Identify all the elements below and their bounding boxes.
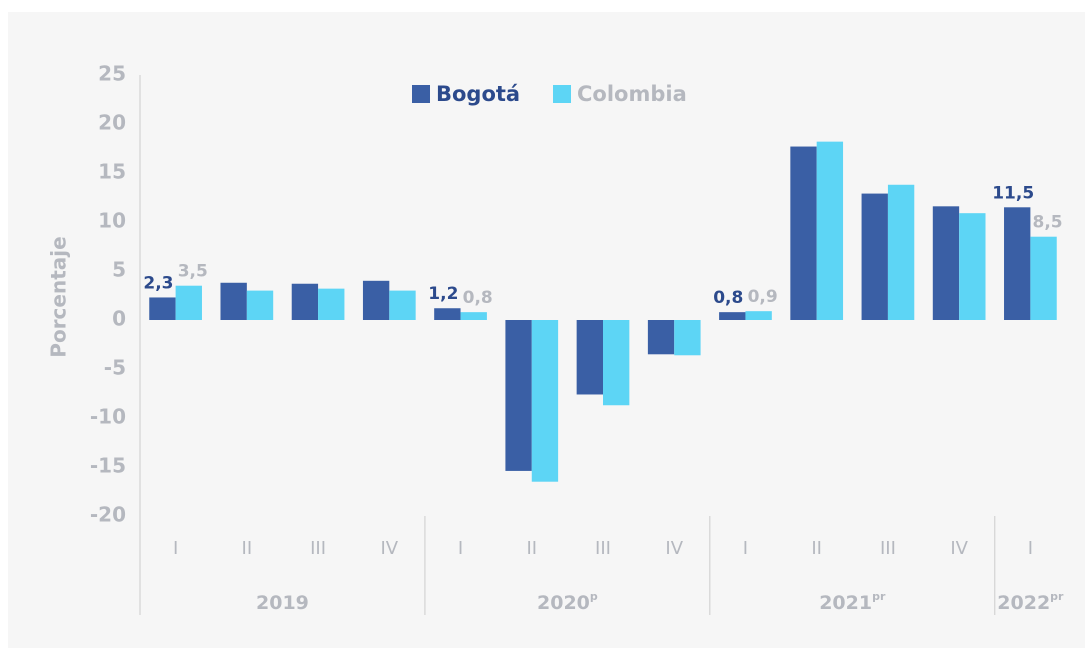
group-label: 2021pr	[819, 590, 886, 614]
group-label: 2020p	[537, 590, 598, 614]
y-tick-label: -5	[104, 356, 126, 380]
x-tick-label: IV	[665, 538, 683, 559]
legend-swatch	[553, 85, 571, 103]
x-tick-label: IV	[380, 538, 398, 559]
bar	[362, 280, 390, 320]
y-tick-label: -10	[90, 405, 126, 429]
data-label: 8,5	[1032, 213, 1062, 233]
bar	[434, 308, 461, 320]
bar	[745, 311, 772, 320]
group-year: 2022	[997, 592, 1050, 614]
y-axis-title: Porcentaje	[47, 236, 71, 357]
data-label: 0,9	[748, 287, 778, 307]
bar	[1004, 207, 1031, 320]
bar	[576, 320, 603, 395]
y-tick-label: 10	[98, 209, 126, 233]
group-year: 2021	[819, 592, 872, 614]
data-label: 0,8	[713, 288, 743, 308]
legend-swatch	[412, 85, 430, 103]
x-tick-label: I	[743, 538, 748, 559]
bar	[246, 290, 274, 320]
y-tick-label: 25	[98, 62, 126, 86]
group-sup: p	[590, 590, 598, 603]
bar	[318, 288, 345, 320]
x-tick-label: I	[173, 538, 178, 559]
bar	[932, 206, 960, 320]
bar	[790, 146, 817, 320]
bar	[389, 290, 416, 320]
group-sup: pr	[1050, 590, 1064, 603]
bar	[291, 283, 319, 320]
y-tick-label: 0	[112, 307, 126, 331]
group-year: 2020	[537, 592, 590, 614]
legend-label: Bogotá	[436, 82, 520, 106]
bar	[887, 184, 915, 320]
group-sup: pr	[872, 590, 886, 603]
y-tick-label: 20	[98, 111, 126, 135]
group-label: 2022pr	[997, 590, 1064, 614]
x-tick-label: I	[1028, 538, 1033, 559]
x-tick-label: I	[458, 538, 463, 559]
data-label: 3,5	[178, 262, 208, 282]
x-tick-label: II	[242, 538, 253, 559]
bar	[531, 320, 559, 482]
x-tick-label: III	[880, 538, 896, 559]
x-tick-label: III	[595, 538, 611, 559]
bar	[603, 320, 630, 406]
data-label: 2,3	[143, 273, 173, 293]
bar	[959, 213, 986, 320]
data-label: 1,2	[428, 284, 458, 304]
x-tick-label: II	[811, 538, 822, 559]
x-tick-label: IV	[950, 538, 968, 559]
bar	[505, 320, 532, 471]
bar	[175, 285, 202, 320]
x-tick-label: III	[310, 538, 326, 559]
group-year: 2019	[256, 592, 309, 614]
bar	[816, 141, 844, 320]
bar	[149, 297, 176, 320]
y-tick-label: -15	[90, 454, 126, 478]
bar	[719, 312, 746, 320]
bar	[220, 282, 247, 320]
bar	[647, 320, 675, 355]
x-tick-label: II	[526, 538, 537, 559]
data-label: 11,5	[992, 183, 1034, 203]
bar	[460, 312, 487, 320]
bar	[674, 320, 701, 356]
y-tick-label: -20	[90, 503, 126, 527]
data-label: 0,8	[463, 288, 493, 308]
y-tick-label: 15	[98, 160, 126, 184]
bar	[1030, 236, 1057, 320]
group-label: 2019	[256, 592, 309, 614]
y-tick-label: 5	[112, 258, 126, 282]
bar	[861, 193, 888, 320]
legend-label: Colombia	[577, 82, 687, 106]
